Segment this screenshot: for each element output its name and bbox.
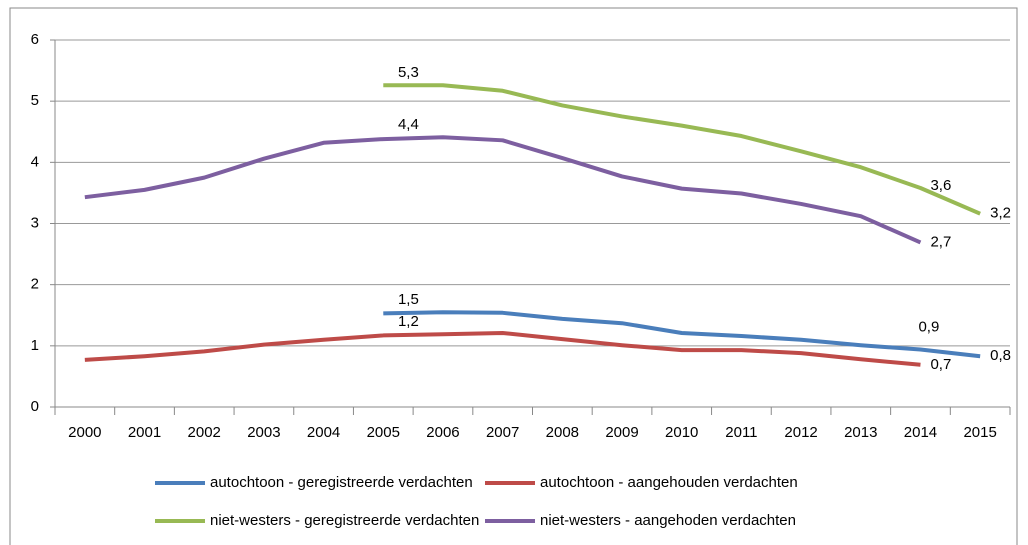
x-tick-label: 2013 [844,424,877,441]
data-label: 1,2 [398,313,419,330]
x-tick-label: 2008 [546,424,579,441]
x-tick-label: 2001 [128,424,161,441]
legend-label: autochtoon - aangehouden verdachten [540,474,798,491]
data-label: 0,8 [990,347,1011,364]
x-tick-label: 2014 [904,424,937,441]
legend-label: niet-westers - aangehoden verdachten [540,512,796,529]
x-tick-label: 2004 [307,424,340,441]
y-tick-label: 5 [31,92,39,109]
series-line [84,330,921,367]
x-tick-label: 2007 [486,424,519,441]
data-label: 2,7 [930,233,951,250]
data-label: 3,6 [930,177,951,194]
legend-label: niet-westers - geregistreerde verdachten [210,512,479,529]
x-tick-label: 2011 [725,424,757,441]
data-label: 5,3 [398,64,419,81]
y-tick-label: 4 [31,153,39,170]
series-line [383,83,981,216]
data-label: 1,5 [398,291,419,308]
y-tick-label: 0 [31,398,39,415]
x-tick-label: 2010 [665,424,698,441]
chart-frame [9,7,1018,545]
y-tick-label: 6 [31,31,39,48]
y-tick-label: 2 [31,276,39,293]
x-tick-label: 2000 [68,424,101,441]
x-tick-label: 2012 [784,424,817,441]
legend-label: autochtoon - geregistreerde verdachten [210,474,473,491]
data-label: 0,7 [930,356,951,373]
x-tick-label: 2005 [367,424,400,441]
series-line [84,135,922,245]
data-label: 3,2 [990,205,1011,222]
data-label: 4,4 [398,116,419,133]
x-tick-label: 2002 [188,424,221,441]
x-tick-label: 2015 [963,424,996,441]
x-tick-label: 2006 [426,424,459,441]
y-tick-label: 3 [31,214,39,231]
x-tick-label: 2009 [605,424,638,441]
y-tick-label: 1 [31,337,39,354]
series-line [383,310,981,359]
data-label: 0,9 [918,318,939,335]
x-tick-label: 2003 [247,424,280,441]
